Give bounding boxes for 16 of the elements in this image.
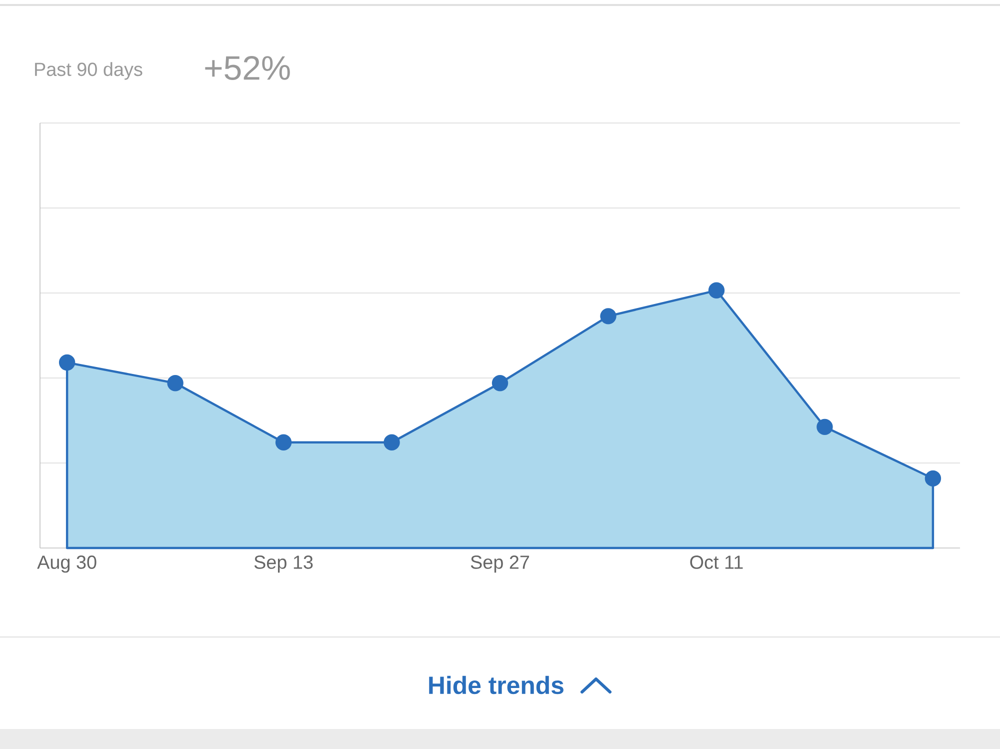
text: +52% — [205, 56, 290, 80]
x-tick-label: Sep 27 — [470, 556, 530, 573]
point — [492, 375, 508, 392]
x-tick-label: Aug 30 — [37, 556, 96, 573]
text: Past 90 days — [35, 62, 142, 80]
point — [708, 282, 725, 299]
point — [58, 354, 76, 371]
x-tick-label: Sep 13 — [254, 556, 313, 573]
x-tick-label: Oct 11 — [690, 556, 743, 569]
point — [924, 470, 942, 487]
point — [816, 418, 833, 436]
point — [167, 375, 184, 392]
point — [600, 308, 616, 324]
point — [384, 434, 400, 450]
point — [275, 434, 292, 450]
text: Hide trends — [429, 676, 564, 694]
